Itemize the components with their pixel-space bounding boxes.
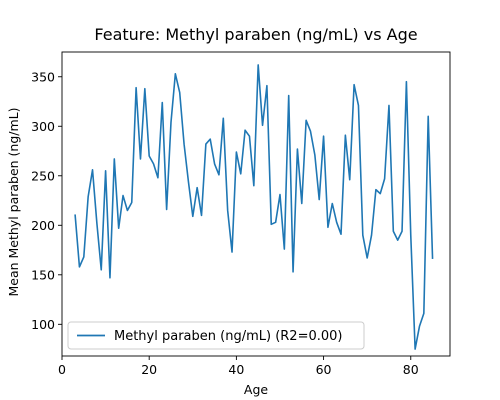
- y-tick-label: 300: [31, 119, 55, 134]
- y-tick-label: 250: [31, 168, 55, 183]
- chart-title: Feature: Methyl paraben (ng/mL) vs Age: [94, 25, 417, 44]
- legend-label: Methyl paraben (ng/mL) (R2=0.00): [114, 329, 342, 344]
- x-tick-label: 60: [316, 362, 332, 377]
- x-tick-label: 0: [58, 362, 66, 377]
- plot-area: [61, 51, 451, 357]
- y-axis-label: Mean Methyl paraben (ng/mL): [6, 107, 21, 296]
- y-tick-label: 200: [31, 218, 55, 233]
- y-tick-label: 100: [31, 317, 55, 332]
- y-tick-label: 350: [31, 69, 55, 84]
- series-line-0: [74, 64, 434, 350]
- x-axis-label: Age: [244, 382, 268, 397]
- legend: Methyl paraben (ng/mL) (R2=0.00): [67, 321, 365, 350]
- y-tick-label: 150: [31, 267, 55, 282]
- x-tick-label: 40: [228, 362, 244, 377]
- x-tick-label: 20: [141, 362, 157, 377]
- axes-frame: [61, 51, 451, 357]
- x-axis-ticks: 0 20 40 60 80: [58, 356, 419, 377]
- y-axis-ticks: 100 150 200 250 300 350: [31, 69, 62, 332]
- x-tick-label: 80: [403, 362, 419, 377]
- legend-box: [67, 321, 365, 350]
